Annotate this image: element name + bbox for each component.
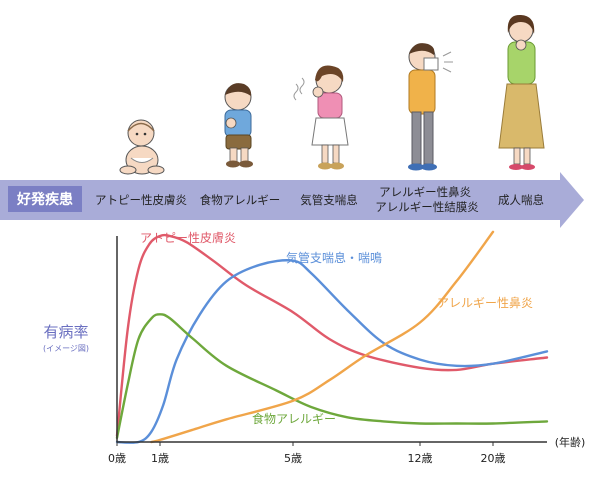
series-line-atopic bbox=[115, 233, 549, 437]
stage-label-5: 成人喘息 bbox=[498, 193, 544, 207]
series-line-asthma bbox=[115, 259, 549, 444]
stage-label-1: アトピー性皮膚炎 bbox=[95, 193, 187, 207]
boy-sneezing-figure bbox=[408, 43, 453, 171]
series-label-rhinitis: アレルギー性鼻炎 bbox=[437, 295, 533, 310]
prevalence-chart: 0歳 1歳 5歳 12歳 20歳 有病率 (イメージ図) (年齢) アトピー性皮膚炎 気… bbox=[43, 230, 585, 465]
stage-label-4-line-1: アレルギー性鼻炎 bbox=[379, 185, 471, 199]
baby-figure bbox=[119, 119, 165, 175]
stage-label-4: アレルギー性鼻炎 アレルギー性結膜炎 bbox=[375, 185, 479, 214]
toddler-figure bbox=[224, 83, 253, 168]
category-label-box bbox=[8, 186, 82, 212]
stage-label-3: 気管支喘息 bbox=[300, 193, 358, 207]
onset-banner: 好発疾患 アトピー性皮膚炎 食物アレルギー 気管支喘息 アレルギー性鼻炎 アレル… bbox=[0, 172, 584, 228]
y-axis-label: 有病率 bbox=[43, 323, 88, 341]
x-tick-label: 1歳 bbox=[151, 452, 169, 465]
series-label-atopic: アトピー性皮膚炎 bbox=[140, 230, 236, 245]
series-line-rhinitis bbox=[150, 230, 495, 444]
x-tick-label: 20歳 bbox=[481, 452, 506, 465]
stage-label-4-line-2: アレルギー性結膜炎 bbox=[375, 200, 479, 214]
x-tick-label: 0歳 bbox=[108, 452, 126, 465]
x-ticks: 0歳 1歳 5歳 12歳 20歳 bbox=[108, 442, 506, 465]
banner-arrow bbox=[0, 172, 584, 228]
stage-label-2: 食物アレルギー bbox=[200, 193, 281, 207]
y-axis-note: (イメージ図) bbox=[43, 344, 89, 353]
series-label-asthma: 気管支喘息・喘鳴 bbox=[286, 250, 382, 265]
series-line-food bbox=[115, 313, 549, 440]
series-label-food: 食物アレルギー bbox=[252, 411, 336, 426]
x-tick-label: 12歳 bbox=[408, 452, 433, 465]
woman-coughing-figure bbox=[498, 14, 545, 170]
girl-coughing-figure bbox=[293, 65, 349, 170]
category-label: 好発疾患 bbox=[16, 191, 73, 208]
x-axis-unit: (年齢) bbox=[555, 435, 586, 449]
x-tick-label: 5歳 bbox=[284, 452, 302, 465]
chart-series bbox=[115, 230, 549, 444]
